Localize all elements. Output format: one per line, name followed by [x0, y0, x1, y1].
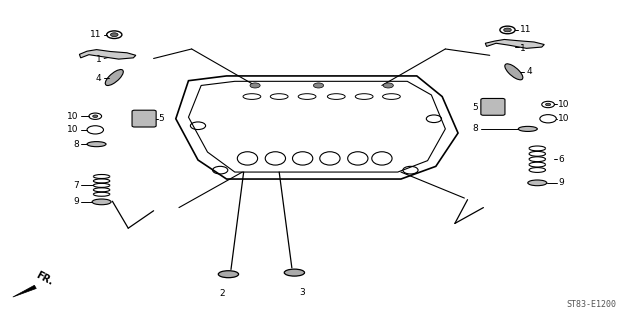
Ellipse shape: [528, 180, 547, 186]
Circle shape: [93, 115, 98, 117]
Text: 7: 7: [73, 181, 79, 190]
Text: 2: 2: [219, 289, 225, 299]
Text: 1: 1: [96, 55, 101, 64]
Ellipse shape: [87, 142, 106, 147]
Ellipse shape: [284, 269, 304, 276]
Polygon shape: [13, 285, 36, 297]
Circle shape: [250, 83, 260, 88]
Text: 8: 8: [473, 124, 478, 133]
Circle shape: [383, 83, 393, 88]
Ellipse shape: [505, 64, 523, 80]
Polygon shape: [80, 50, 136, 59]
Ellipse shape: [92, 199, 111, 205]
Circle shape: [504, 28, 512, 32]
Text: ST83-E1200: ST83-E1200: [566, 300, 617, 309]
Circle shape: [313, 83, 324, 88]
Circle shape: [110, 33, 118, 36]
Text: 6: 6: [558, 155, 564, 164]
Text: 10: 10: [68, 125, 79, 134]
Text: 11: 11: [90, 30, 101, 39]
FancyBboxPatch shape: [132, 110, 156, 127]
Text: 10: 10: [558, 100, 569, 109]
Text: 5: 5: [159, 114, 164, 123]
Text: 4: 4: [96, 74, 101, 83]
Text: 5: 5: [473, 102, 478, 112]
Text: 4: 4: [527, 67, 532, 76]
Ellipse shape: [218, 271, 239, 278]
Text: 1: 1: [520, 44, 526, 53]
Text: 8: 8: [73, 140, 79, 148]
Text: 11: 11: [520, 25, 532, 35]
Text: 10: 10: [558, 114, 569, 123]
Circle shape: [545, 103, 550, 106]
Polygon shape: [485, 39, 544, 48]
Text: 9: 9: [73, 197, 79, 206]
Text: 10: 10: [68, 112, 79, 121]
Text: 9: 9: [558, 178, 564, 187]
Text: FR.: FR.: [34, 270, 55, 287]
Ellipse shape: [105, 69, 124, 85]
FancyBboxPatch shape: [481, 99, 505, 115]
Ellipse shape: [519, 126, 537, 132]
Text: 3: 3: [300, 288, 306, 297]
